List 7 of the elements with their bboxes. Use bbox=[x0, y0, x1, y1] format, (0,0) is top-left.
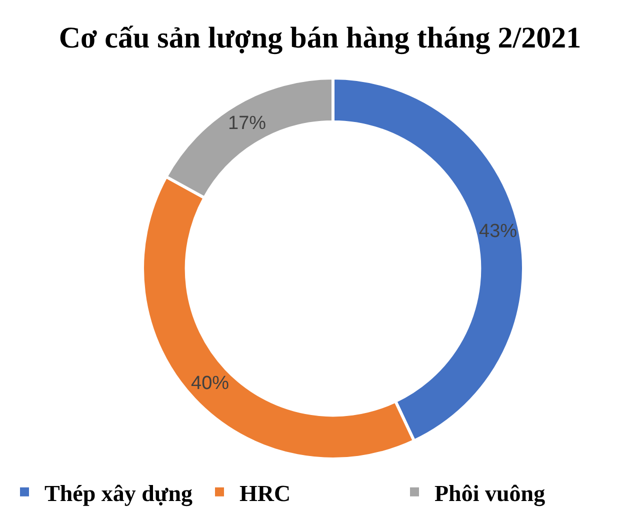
chart-title: Cơ cấu sản lượng bán hàng tháng 2/2021 bbox=[58, 21, 582, 54]
data-label: 40% bbox=[191, 373, 230, 394]
data-label: 43% bbox=[479, 221, 518, 242]
legend-label: Thép xây dựng bbox=[44, 480, 194, 507]
legend-label: HRC bbox=[240, 480, 291, 506]
legend-label: Phôi vuông bbox=[434, 480, 546, 507]
data-label: 17% bbox=[228, 113, 266, 134]
